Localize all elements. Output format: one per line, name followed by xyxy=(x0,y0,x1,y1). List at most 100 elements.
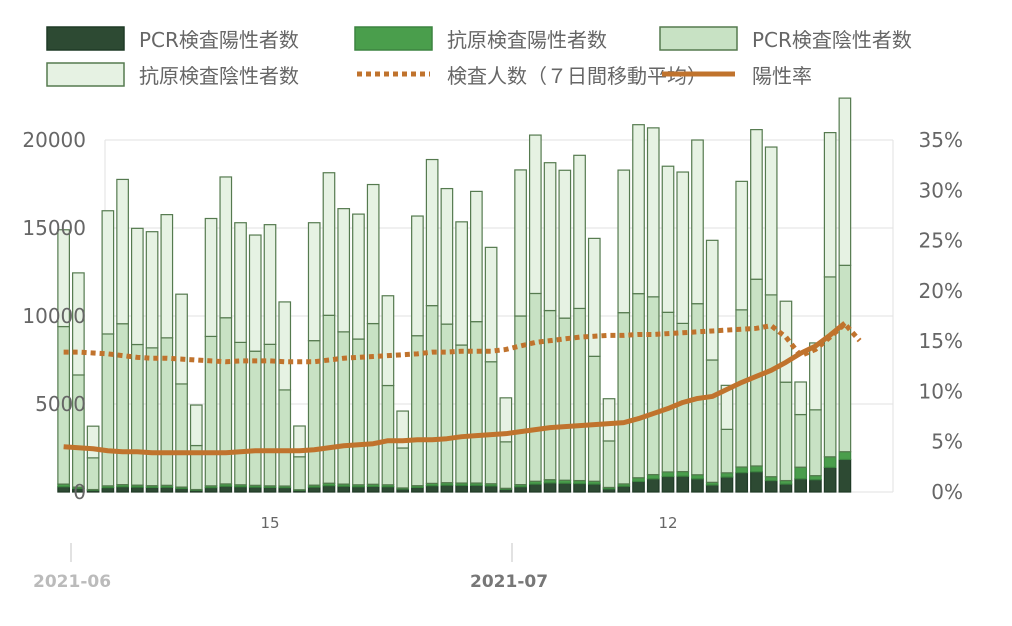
bar-pcr-negative xyxy=(86,457,100,491)
bar-pcr-negative xyxy=(219,317,233,485)
bar-pcr-positive xyxy=(587,483,601,493)
bar-antigen-negative xyxy=(617,169,631,314)
bar-antigen-negative xyxy=(794,381,808,416)
bar-pcr-positive xyxy=(366,485,380,493)
bar-pcr-positive xyxy=(750,471,763,493)
month-label: 2021-07 xyxy=(470,572,548,592)
bar-antigen-negative xyxy=(514,169,527,317)
lines xyxy=(63,320,862,456)
bar-antigen-negative xyxy=(573,154,586,310)
line-positive-rate xyxy=(63,321,847,456)
bar-pcr-positive xyxy=(735,472,749,493)
legend-label: 抗原検査陽性者数 xyxy=(447,28,607,52)
right-axis-tick-label: 15% xyxy=(919,329,963,353)
bar-antigen-negative xyxy=(175,293,188,385)
legend-label: 陽性率 xyxy=(752,64,812,88)
bar-pcr-positive xyxy=(528,483,542,493)
left-axis-tick-label: 20000 xyxy=(22,128,86,152)
bar-antigen-positive xyxy=(661,471,675,478)
bar-antigen-negative xyxy=(499,397,513,443)
bar-pcr-negative xyxy=(779,381,793,482)
bar-pcr-positive xyxy=(823,466,837,493)
bar-antigen-negative xyxy=(116,178,129,325)
right-axis-tick-label: 20% xyxy=(919,279,963,303)
bar-pcr-negative xyxy=(234,341,247,486)
bar-antigen-negative xyxy=(676,171,690,324)
bar-pcr-negative xyxy=(484,361,498,485)
bar-antigen-negative xyxy=(543,162,557,312)
bar-antigen-negative xyxy=(602,398,616,442)
bar-antigen-negative xyxy=(632,124,645,295)
left-axis-tick-label: 15000 xyxy=(22,216,86,240)
bar-pcr-positive xyxy=(720,476,734,493)
bar-pcr-positive xyxy=(248,486,262,493)
bar-pcr-negative xyxy=(470,321,483,484)
bar-pcr-negative xyxy=(838,264,852,453)
legend-swatch xyxy=(46,62,125,87)
bar-pcr-negative xyxy=(175,383,188,488)
right-axis-tick-label: 30% xyxy=(919,178,963,202)
bar-antigen-negative xyxy=(189,404,203,447)
bar-pcr-negative xyxy=(735,309,749,468)
bar-antigen-positive xyxy=(691,474,704,480)
bar-pcr-positive xyxy=(381,486,395,493)
bar-antigen-negative xyxy=(86,425,100,459)
bar-pcr-negative xyxy=(248,350,262,486)
bar-pcr-negative xyxy=(455,344,468,484)
bar-pcr-positive xyxy=(101,487,115,493)
x-axis-tick-label: 15 xyxy=(260,514,279,532)
x-axis-tick-label: 12 xyxy=(658,514,677,532)
bar-pcr-positive xyxy=(794,478,808,493)
left-axis-tick-label: 10000 xyxy=(22,304,86,328)
legend-swatch xyxy=(354,26,433,51)
bar-antigen-positive xyxy=(794,466,808,480)
legend-label: PCR検査陰性者数 xyxy=(752,28,912,52)
bar-pcr-positive xyxy=(411,486,424,493)
bars xyxy=(57,97,852,493)
bar-antigen-positive xyxy=(823,456,837,468)
bar-pcr-positive xyxy=(661,475,675,493)
right-axis-tick-label: 35% xyxy=(919,128,963,152)
bar-pcr-negative xyxy=(543,309,557,481)
bar-antigen-negative xyxy=(809,342,822,411)
bar-pcr-negative xyxy=(764,294,778,478)
bar-pcr-negative xyxy=(322,314,336,484)
bar-antigen-negative xyxy=(528,134,542,295)
bar-pcr-positive xyxy=(484,485,498,493)
legend-label: 抗原検査陰性者数 xyxy=(139,64,299,88)
bar-pcr-negative xyxy=(558,317,572,481)
bar-pcr-positive xyxy=(646,478,660,493)
bar-pcr-negative xyxy=(617,312,631,485)
bar-pcr-negative xyxy=(293,456,306,491)
bar-antigen-negative xyxy=(587,237,601,357)
bar-antigen-negative xyxy=(234,222,247,344)
bar-antigen-negative xyxy=(366,183,380,325)
bar-pcr-positive xyxy=(470,484,483,493)
bar-antigen-positive xyxy=(676,470,690,477)
bar-pcr-negative xyxy=(794,413,808,468)
bar-pcr-negative xyxy=(499,441,513,489)
axes: 0 5000 10000 15000 20000 0% 5% 10% 15% 20% 25% 30% 3… xyxy=(22,128,963,592)
bar-pcr-negative xyxy=(809,409,822,477)
bar-pcr-positive xyxy=(764,479,778,493)
bar-antigen-negative xyxy=(691,139,704,305)
bar-antigen-negative xyxy=(307,222,321,342)
month-label: 2021-06 xyxy=(33,572,111,592)
bar-pcr-negative xyxy=(720,428,734,474)
bar-pcr-positive xyxy=(352,486,365,493)
bar-antigen-negative xyxy=(263,224,277,345)
bar-pcr-negative xyxy=(514,315,527,486)
bar-pcr-positive xyxy=(514,486,527,493)
bar-pcr-positive xyxy=(455,484,468,493)
bar-pcr-positive xyxy=(219,485,233,493)
bar-antigen-negative xyxy=(204,217,218,338)
bar-antigen-negative xyxy=(411,215,424,337)
bar-pcr-negative xyxy=(676,322,690,473)
bar-antigen-negative xyxy=(425,158,439,307)
bar-antigen-positive xyxy=(809,475,822,481)
bar-pcr-negative xyxy=(602,440,616,489)
bar-antigen-negative xyxy=(72,272,85,376)
left-axis-tick-label: 5000 xyxy=(35,392,86,416)
